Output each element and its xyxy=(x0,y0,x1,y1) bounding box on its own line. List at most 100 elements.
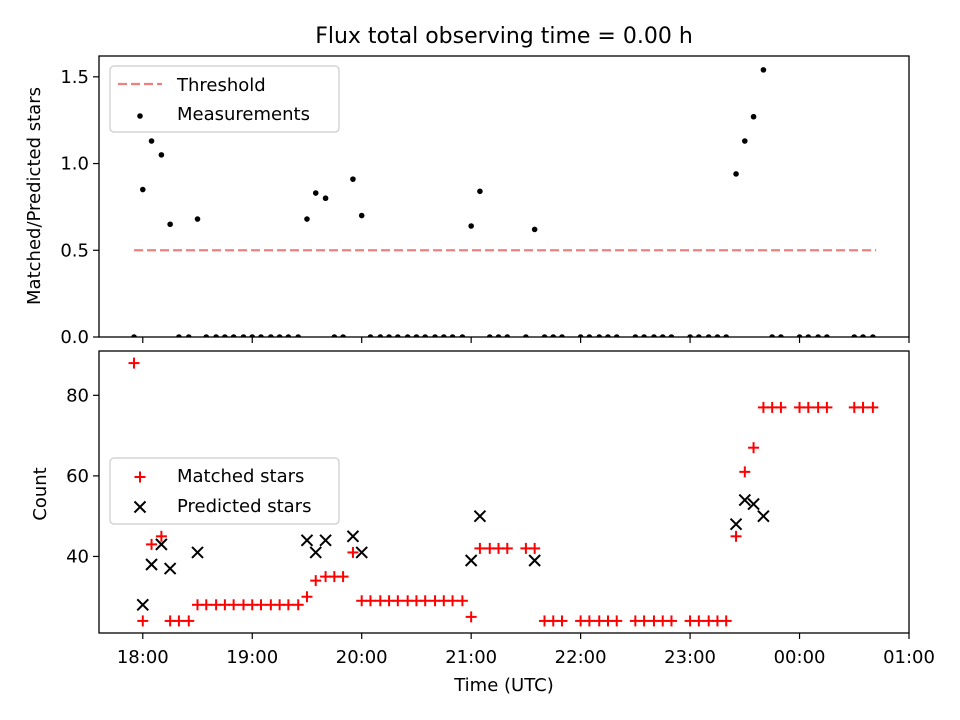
measurement-point xyxy=(851,334,858,337)
matched-star-point xyxy=(583,615,595,627)
matched-star-point xyxy=(730,530,742,542)
top-y-tick-label: 0.5 xyxy=(60,240,89,261)
measurement-point xyxy=(139,186,146,193)
bottom-y-tick-label: 80 xyxy=(66,385,89,406)
predicted-star-point-b xyxy=(528,554,541,567)
predicted-star-point-b xyxy=(145,558,158,571)
measurement-point xyxy=(240,334,247,337)
measurement-point xyxy=(714,334,721,337)
measurement-point xyxy=(651,334,657,337)
measurement-point xyxy=(350,176,356,182)
measurement-point xyxy=(815,334,821,337)
matched-star-point xyxy=(611,615,623,627)
measurement-point xyxy=(386,334,392,337)
measurement-point xyxy=(477,188,483,195)
measurement-point xyxy=(742,138,748,144)
measurement-point xyxy=(148,138,155,144)
top-data-layer xyxy=(131,67,877,337)
top-axes-frame xyxy=(98,55,910,338)
predicted-star-point-b xyxy=(319,534,332,547)
predicted-stars-legend-label: Predicted stars xyxy=(177,496,311,517)
predicted-star-point-b xyxy=(738,493,752,507)
matched-star-point xyxy=(720,615,732,627)
matched-star-point xyxy=(693,615,705,627)
measurement-point xyxy=(312,190,319,196)
bottom-panel: 40 60 80 18:00 19:00 20:00 21:00 22:00 23:00 00:0… xyxy=(66,350,935,668)
predicted-star-point xyxy=(528,554,541,567)
matched-star-point xyxy=(146,538,158,550)
measurement-point xyxy=(750,113,757,120)
matched-star-point xyxy=(529,542,541,554)
measurement-point xyxy=(276,334,283,337)
measurement-point xyxy=(440,334,447,337)
measurement-point xyxy=(541,334,548,337)
predicted-star-point xyxy=(757,509,770,523)
predicted-star-point-b xyxy=(747,497,760,511)
top-y-tick-label: 1.5 xyxy=(60,67,89,88)
measurement-point xyxy=(523,334,529,337)
predicted-star-point xyxy=(300,534,314,547)
matched-star-point xyxy=(301,591,313,603)
measurement-point xyxy=(194,216,201,222)
measurement-point xyxy=(176,334,182,337)
matched-star-point xyxy=(392,595,404,607)
measurement-point xyxy=(577,334,584,337)
matched-star-point xyxy=(337,571,349,583)
measurement-point xyxy=(769,334,775,337)
matched-star-point xyxy=(228,599,240,611)
measurement-point xyxy=(796,334,803,337)
matched-star-point xyxy=(347,546,359,558)
matched-star-point xyxy=(739,466,751,478)
predicted-star-point xyxy=(729,518,743,531)
measurement-point xyxy=(668,334,675,337)
predicted-star-point xyxy=(473,509,487,523)
measurement-point xyxy=(760,67,767,73)
measurement-point xyxy=(358,212,365,219)
x-tick-label: 23:00 xyxy=(664,647,716,668)
matched-star-point xyxy=(456,595,468,607)
top-y-axis-label: Matched/Predicted stars xyxy=(24,87,45,305)
predicted-star-point-b xyxy=(757,509,770,523)
x-tick-label: 18:00 xyxy=(117,647,169,668)
matched-star-point xyxy=(474,542,486,554)
matched-star-point xyxy=(447,595,459,607)
matched-star-point xyxy=(364,595,376,607)
x-tick-label: 22:00 xyxy=(555,647,607,668)
measurement-point xyxy=(468,223,474,229)
predicted-star-point-b xyxy=(309,546,322,559)
measurement-point xyxy=(203,334,210,337)
matched-star-point xyxy=(419,595,431,607)
matched-star-point xyxy=(775,401,787,413)
matched-star-point xyxy=(200,599,212,611)
measurement-point xyxy=(641,334,647,337)
predicted-star-point-b xyxy=(191,546,204,559)
bottom-y-axis-label: Count xyxy=(30,467,51,520)
measurement-point xyxy=(733,171,739,177)
measurement-point xyxy=(705,334,712,337)
x-tick-label: 00:00 xyxy=(774,647,826,668)
measurement-point xyxy=(230,334,237,337)
predicted-star-point-b xyxy=(300,534,314,547)
measurement-point xyxy=(805,334,812,337)
bottom-axes-frame xyxy=(98,350,910,634)
measurement-point xyxy=(586,334,593,337)
measurement-point xyxy=(613,334,620,337)
measurement-point xyxy=(696,334,702,337)
matched-star-point xyxy=(556,615,568,627)
predicted-star-point-b xyxy=(355,546,368,559)
measurement-point xyxy=(295,334,302,337)
measurement-point xyxy=(395,334,401,337)
predicted-star-point xyxy=(145,558,158,571)
predicted-star-point-b xyxy=(473,509,487,523)
predicted-star-point xyxy=(136,598,149,612)
top-chart-title: Flux total observing time = 0.00 h xyxy=(315,24,693,49)
measurement-point xyxy=(504,334,511,337)
measurement-point xyxy=(870,334,876,337)
measurement-point xyxy=(596,334,603,337)
matched-star-point xyxy=(465,611,477,623)
matched-star-point xyxy=(183,615,195,627)
matched-star-point xyxy=(155,530,167,542)
measurement-point xyxy=(304,216,310,222)
predicted-star-point xyxy=(319,534,332,547)
